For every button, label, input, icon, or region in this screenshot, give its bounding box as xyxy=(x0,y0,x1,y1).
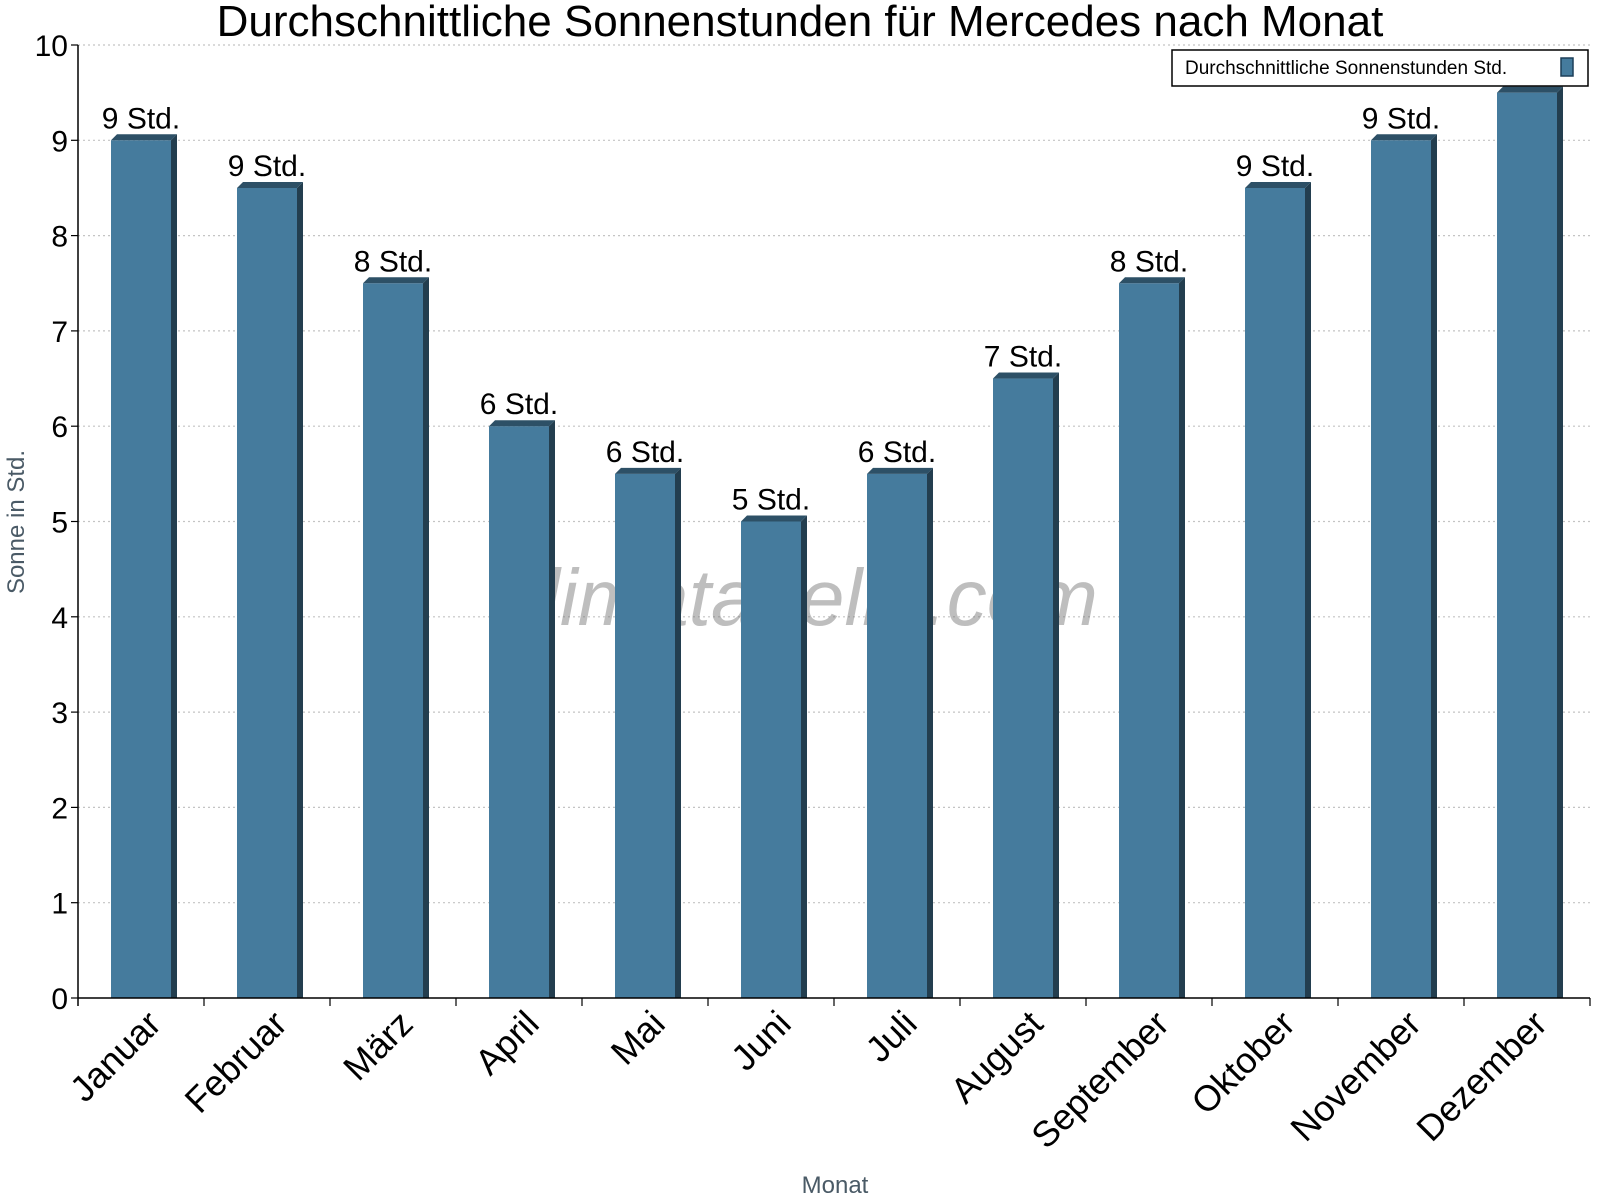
bar-top xyxy=(363,277,429,284)
y-tick-label: 9 xyxy=(51,125,68,158)
bar xyxy=(111,134,177,999)
grid-lines xyxy=(78,44,1590,904)
x-tick-label: April xyxy=(467,1003,547,1083)
chart-title: Durchschnittliche Sonnenstunden für Merc… xyxy=(217,0,1384,46)
data-label: 7 Std. xyxy=(984,341,1062,374)
y-tick-label: 2 xyxy=(51,792,68,825)
data-label: 6 Std. xyxy=(858,436,936,469)
x-tick-label: März xyxy=(335,1003,421,1089)
bar-side xyxy=(927,467,933,999)
data-label: 8 Std. xyxy=(1110,245,1188,278)
y-tick-label: 10 xyxy=(35,30,68,63)
y-tick-label: 3 xyxy=(51,697,68,730)
y-tick-label: 7 xyxy=(51,316,68,349)
bar xyxy=(1497,86,1563,998)
bar-face xyxy=(489,426,549,998)
bar xyxy=(1119,277,1185,998)
x-tick-label: Mai xyxy=(603,1003,673,1073)
x-tick-label: Juli xyxy=(857,1003,924,1070)
bar xyxy=(615,467,681,999)
x-axis-label: Monat xyxy=(802,1172,869,1199)
bar-top xyxy=(741,515,807,522)
bar-face xyxy=(1245,187,1305,998)
y-tick-label: 5 xyxy=(51,507,68,540)
bar-face xyxy=(867,473,927,999)
bar-top xyxy=(1119,277,1185,284)
bar-top xyxy=(111,134,177,141)
bar-face xyxy=(741,521,801,998)
x-tick-label: Januar xyxy=(62,1003,169,1110)
bar xyxy=(1245,181,1311,998)
bar-side xyxy=(1431,134,1437,999)
data-label: 6 Std. xyxy=(606,436,684,469)
bar-side xyxy=(675,467,681,999)
bar-side xyxy=(549,420,555,998)
bar xyxy=(363,277,429,998)
bars xyxy=(111,86,1563,999)
bar-top xyxy=(489,420,555,427)
y-tick-label: 8 xyxy=(51,221,68,254)
data-label: 9 Std. xyxy=(228,150,306,183)
bar-side xyxy=(1557,86,1563,998)
bar-top xyxy=(1497,86,1563,93)
bar xyxy=(993,372,1059,998)
bar xyxy=(1371,134,1437,999)
x-tick-label: August xyxy=(942,1003,1050,1111)
bar-top xyxy=(867,467,933,474)
y-tick-label: 6 xyxy=(51,411,68,444)
legend: Durchschnittliche Sonnenstunden Std. xyxy=(1171,49,1589,87)
bar-side xyxy=(171,134,177,999)
bar-side xyxy=(297,181,303,998)
x-tick-label: Oktober xyxy=(1183,1003,1303,1123)
bar-side xyxy=(801,515,807,998)
bar-face xyxy=(111,140,171,999)
bar-face xyxy=(993,378,1053,998)
legend-swatch xyxy=(1560,57,1574,77)
data-label: 9 Std. xyxy=(1236,150,1314,183)
bar-face xyxy=(1371,140,1431,999)
bar xyxy=(489,420,555,998)
bar-side xyxy=(1053,372,1059,998)
bar-top xyxy=(1245,181,1311,188)
bar-top xyxy=(993,372,1059,379)
y-tick-label: 0 xyxy=(51,983,68,1016)
y-tick-label: 4 xyxy=(51,602,68,635)
bar-side xyxy=(423,277,429,998)
bar-top xyxy=(1371,134,1437,141)
bar-face xyxy=(615,473,675,999)
legend-label: Durchschnittliche Sonnenstunden Std. xyxy=(1185,58,1507,79)
y-axis-label: Sonne in Std. xyxy=(3,450,30,594)
bar-face xyxy=(1497,92,1557,998)
bar xyxy=(867,467,933,999)
x-tick-label: September xyxy=(1023,1003,1177,1157)
data-label: 9 Std. xyxy=(102,102,180,135)
data-label: 5 Std. xyxy=(732,484,810,517)
y-tick-label: 1 xyxy=(51,888,68,921)
x-tick-label: Februar xyxy=(177,1003,295,1121)
legend-box xyxy=(1171,49,1589,87)
data-label: 9 Std. xyxy=(1362,102,1440,135)
bar-top xyxy=(615,467,681,474)
bar xyxy=(741,515,807,998)
bar-face xyxy=(363,283,423,998)
data-label: 8 Std. xyxy=(354,245,432,278)
x-tick-label: Juni xyxy=(723,1003,799,1079)
bar xyxy=(237,181,303,998)
bar-side xyxy=(1305,181,1311,998)
bar-face xyxy=(1119,283,1179,998)
x-tick-label: November xyxy=(1282,1003,1428,1149)
bar-face xyxy=(237,187,297,998)
bar-top xyxy=(237,181,303,188)
x-tick-label: Dezember xyxy=(1408,1003,1554,1149)
data-labels: 9 Std. 9 Std. 8 Std. 6 Std. 6 Std. 5 Std. 6 St… xyxy=(102,102,1440,516)
bar-side xyxy=(1179,277,1185,998)
data-label: 6 Std. xyxy=(480,388,558,421)
